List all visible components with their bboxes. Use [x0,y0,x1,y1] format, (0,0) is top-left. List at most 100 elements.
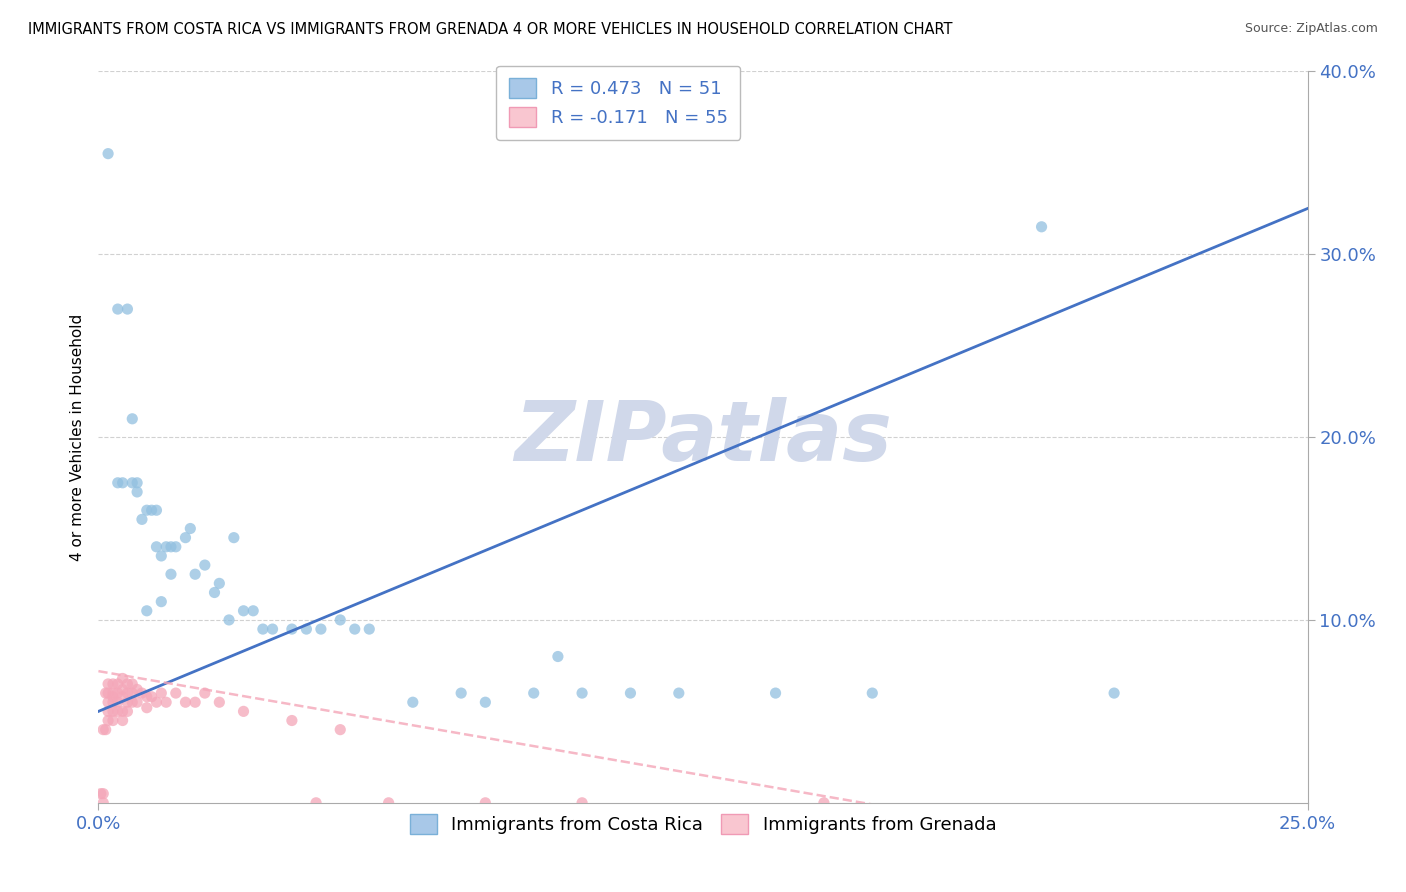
Point [107,695,129,709]
Point [174,695,197,709]
Point [117,301,139,317]
Point [523,686,546,700]
Point [135,690,157,704]
Point [91,796,114,810]
Text: IMMIGRANTS FROM COSTA RICA VS IMMIGRANTS FROM GRENADA 4 OR MORE VEHICLES IN HOUS: IMMIGRANTS FROM COSTA RICA VS IMMIGRANTS… [28,22,953,37]
Point [117,686,139,700]
Point [571,686,593,700]
Point [174,531,197,545]
Point [295,622,318,636]
Point [150,686,173,700]
Legend: Immigrants from Costa Rica, Immigrants from Grenada: Immigrants from Costa Rica, Immigrants f… [399,804,1007,845]
Point [141,503,163,517]
Point [121,695,143,709]
Point [150,549,173,563]
Point [160,567,183,582]
Point [107,677,129,691]
Point [121,686,143,700]
Point [107,686,129,700]
Point [474,796,496,810]
Point [101,686,124,700]
Point [765,686,787,700]
Point [184,567,207,582]
Point [232,604,254,618]
Point [165,540,187,554]
Point [208,576,231,591]
Point [101,690,124,704]
Point [97,695,120,709]
Point [281,714,304,728]
Point [107,475,129,490]
Point [402,695,425,709]
Point [111,714,134,728]
Point [619,686,641,700]
Point [94,686,117,700]
Point [101,714,124,728]
Text: Source: ZipAtlas.com: Source: ZipAtlas.com [1244,22,1378,36]
Point [329,723,352,737]
Point [262,622,284,636]
Point [184,695,207,709]
Point [127,485,149,500]
Point [179,521,201,535]
Point [359,622,381,636]
Point [222,531,245,545]
Point [111,475,134,490]
Point [232,705,254,719]
Point [135,503,157,517]
Point [131,686,153,700]
Point [107,301,129,317]
Point [194,686,217,700]
Point [107,705,129,719]
Point [668,686,690,700]
Point [121,475,143,490]
Y-axis label: 4 or more Vehicles in Household: 4 or more Vehicles in Household [69,313,84,561]
Point [145,503,167,517]
Point [194,558,217,573]
Point [127,695,149,709]
Point [204,585,226,599]
Point [135,604,157,618]
Point [860,686,883,700]
Point [165,686,187,700]
Point [208,695,231,709]
Point [97,677,120,691]
Point [97,686,120,700]
Point [155,695,177,709]
Point [90,787,112,801]
Point [91,787,114,801]
Point [97,705,120,719]
Point [135,700,157,714]
Point [111,690,134,704]
Point [450,686,472,700]
Point [131,512,153,526]
Point [117,705,139,719]
Point [474,695,496,709]
Point [309,622,332,636]
Point [281,622,304,636]
Point [145,540,167,554]
Point [329,613,352,627]
Point [127,682,149,697]
Point [121,677,143,691]
Point [305,796,328,810]
Point [101,705,124,719]
Point [145,695,167,709]
Point [377,796,399,810]
Point [97,146,120,161]
Point [117,695,139,709]
Point [127,475,149,490]
Point [252,622,274,636]
Point [218,613,240,627]
Point [343,622,366,636]
Point [155,540,177,554]
Point [242,604,264,618]
Point [111,672,134,686]
Point [91,723,114,737]
Point [1031,219,1053,234]
Point [97,714,120,728]
Point [94,723,117,737]
Point [121,412,143,426]
Text: ZIPatlas: ZIPatlas [515,397,891,477]
Point [111,682,134,697]
